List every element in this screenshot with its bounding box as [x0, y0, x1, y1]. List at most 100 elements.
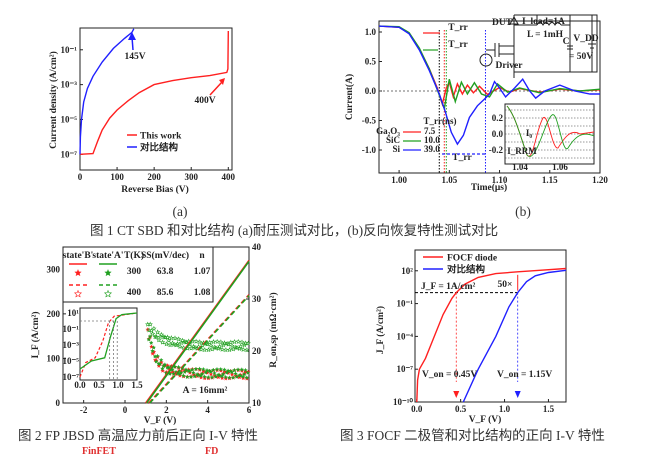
ron-marker: [149, 344, 154, 349]
ron-marker: [193, 366, 199, 372]
ron-marker: [150, 331, 156, 337]
area-label: A = 16mm²: [183, 386, 228, 396]
ron-marker: [232, 367, 237, 373]
x-axis-label: V_F (V): [144, 415, 177, 426]
x-tick-label: 200: [147, 172, 161, 182]
circuit-label-driver: Driver: [496, 61, 524, 71]
y2-axis-label: R_on,sp (mΩ·cm²): [268, 292, 279, 367]
legend-label: SiC: [386, 135, 400, 145]
y2-tick-label: 40: [252, 242, 262, 252]
ron-marker: [150, 348, 155, 354]
y-axis-label: I_F (A/cm²): [30, 311, 41, 358]
series-line: [378, 25, 600, 146]
legend-label: Ga₂O₃: [376, 126, 400, 136]
circuit-label-iload: I_load=1A: [522, 17, 565, 27]
ron-marker: [240, 346, 246, 352]
legend-cell-ss: 63.8: [157, 267, 174, 277]
x-tick-label: 300: [184, 172, 198, 182]
ron-marker: [202, 374, 207, 379]
ron-marker: [184, 374, 190, 379]
ron-marker: [245, 370, 251, 375]
inset-y-tick: -0.2: [489, 145, 504, 155]
legend-marker-open-icon: [73, 289, 83, 298]
annotation-145v: 145V: [124, 52, 145, 62]
legend-cell-ss: 85.6: [157, 288, 174, 298]
inset-x-tick: 0.0: [74, 380, 86, 390]
pulse-source-icon: [479, 53, 493, 67]
y-tick-label: 100: [47, 353, 61, 363]
ron-marker: [193, 338, 199, 344]
y-tick-label: 0.0: [365, 86, 377, 96]
ron-marker: [168, 335, 174, 341]
inset-series-400k: [79, 312, 138, 378]
ron-marker: [156, 337, 162, 343]
ron-marker: [208, 342, 214, 348]
x-tick-label: 1.5: [543, 404, 555, 414]
ron-marker: [236, 345, 243, 351]
ron-marker: [166, 337, 172, 343]
legend-label: FOCF diode: [447, 254, 497, 264]
ron-marker: [198, 375, 204, 380]
ron-marker: [222, 367, 227, 372]
y-tick-label: 10⁻¹⁰: [393, 397, 413, 407]
ron-marker: [196, 373, 201, 378]
von-label-blue: V_on = 1.15V: [497, 370, 552, 380]
ron-marker: [234, 345, 240, 351]
inset-y-tick: 10⁻⁵: [63, 356, 80, 366]
ron-marker: [188, 374, 194, 379]
arrow-down-icon: [514, 391, 521, 398]
inset-y-tick: 10⁻⁷: [63, 372, 80, 382]
circuit-wires: [486, 14, 598, 78]
ron-marker: [158, 357, 164, 363]
circuit-label-inductor: L = 1mH: [527, 30, 564, 40]
ron-marker: [243, 367, 248, 373]
series-line: [79, 28, 135, 155]
x-tick-label: -2: [80, 405, 88, 415]
ron-marker: [189, 367, 195, 372]
ron-marker: [151, 345, 156, 350]
inset-guide-lines: [80, 320, 118, 380]
legend-marker-filled-icon: [74, 269, 82, 277]
ron-marker: [207, 339, 213, 345]
ron-marker: [159, 339, 166, 345]
x-axis-label: V_F (V): [469, 414, 502, 425]
ron-marker: [214, 366, 220, 372]
ron-marker: [151, 325, 157, 332]
y-tick-label: 10⁻⁷: [397, 364, 414, 374]
ron-marker: [239, 367, 245, 372]
figure-3-chart: 0.0 0.5 1.0 1.5 10² 10⁻¹ 10⁻⁴ 10⁻⁷ 10⁻¹⁰ V_F (V) J…: [375, 249, 567, 425]
y-tick-label: 10⁻⁷: [61, 149, 78, 159]
ron-marker: [162, 362, 168, 367]
ron-marker: [212, 370, 217, 376]
ron-marker: [164, 334, 171, 340]
y-axis-label: Current(A): [344, 74, 355, 120]
inset-y-tick: 10⁻³: [63, 340, 80, 350]
jf-label: J_F = 1A/cm²: [421, 282, 475, 292]
ron-marker: [245, 340, 251, 346]
inset-label-irrm: I_RRM: [507, 146, 537, 156]
circuit-label-cap: C: [563, 37, 570, 47]
circuit-label-dut: DUT: [492, 18, 513, 28]
inset-chart: 0.2 0.0 -0.2 1.04 1.06 I₀ I_RRM: [489, 103, 595, 172]
x-tick-label: 0.0: [411, 404, 423, 414]
legend-value: 39.0: [424, 144, 440, 154]
x-tick-label: 1.05: [441, 175, 457, 185]
legend-header: T(K): [124, 250, 144, 261]
ron-marker: [203, 370, 209, 375]
ron-marker: [235, 338, 241, 344]
arrow-head-icon: [128, 32, 136, 40]
ron-marker: [146, 327, 152, 333]
y-tick-label: 0.5: [365, 57, 377, 67]
series-line: [378, 25, 601, 112]
ron-marker: [210, 367, 216, 372]
x-tick-label: 0: [78, 172, 83, 182]
ron-marker: [153, 359, 159, 364]
y2-tick-label: 30: [252, 294, 262, 304]
legend-cell-n: 1.07: [194, 267, 211, 277]
plot-frame: [79, 27, 233, 171]
y-tick-label: -1.0: [362, 145, 377, 155]
series-line: [462, 269, 567, 403]
ron-marker: [181, 344, 187, 351]
y-tick-label: 10²: [401, 266, 413, 276]
y-tick-label: 10⁻⁴: [397, 331, 414, 341]
